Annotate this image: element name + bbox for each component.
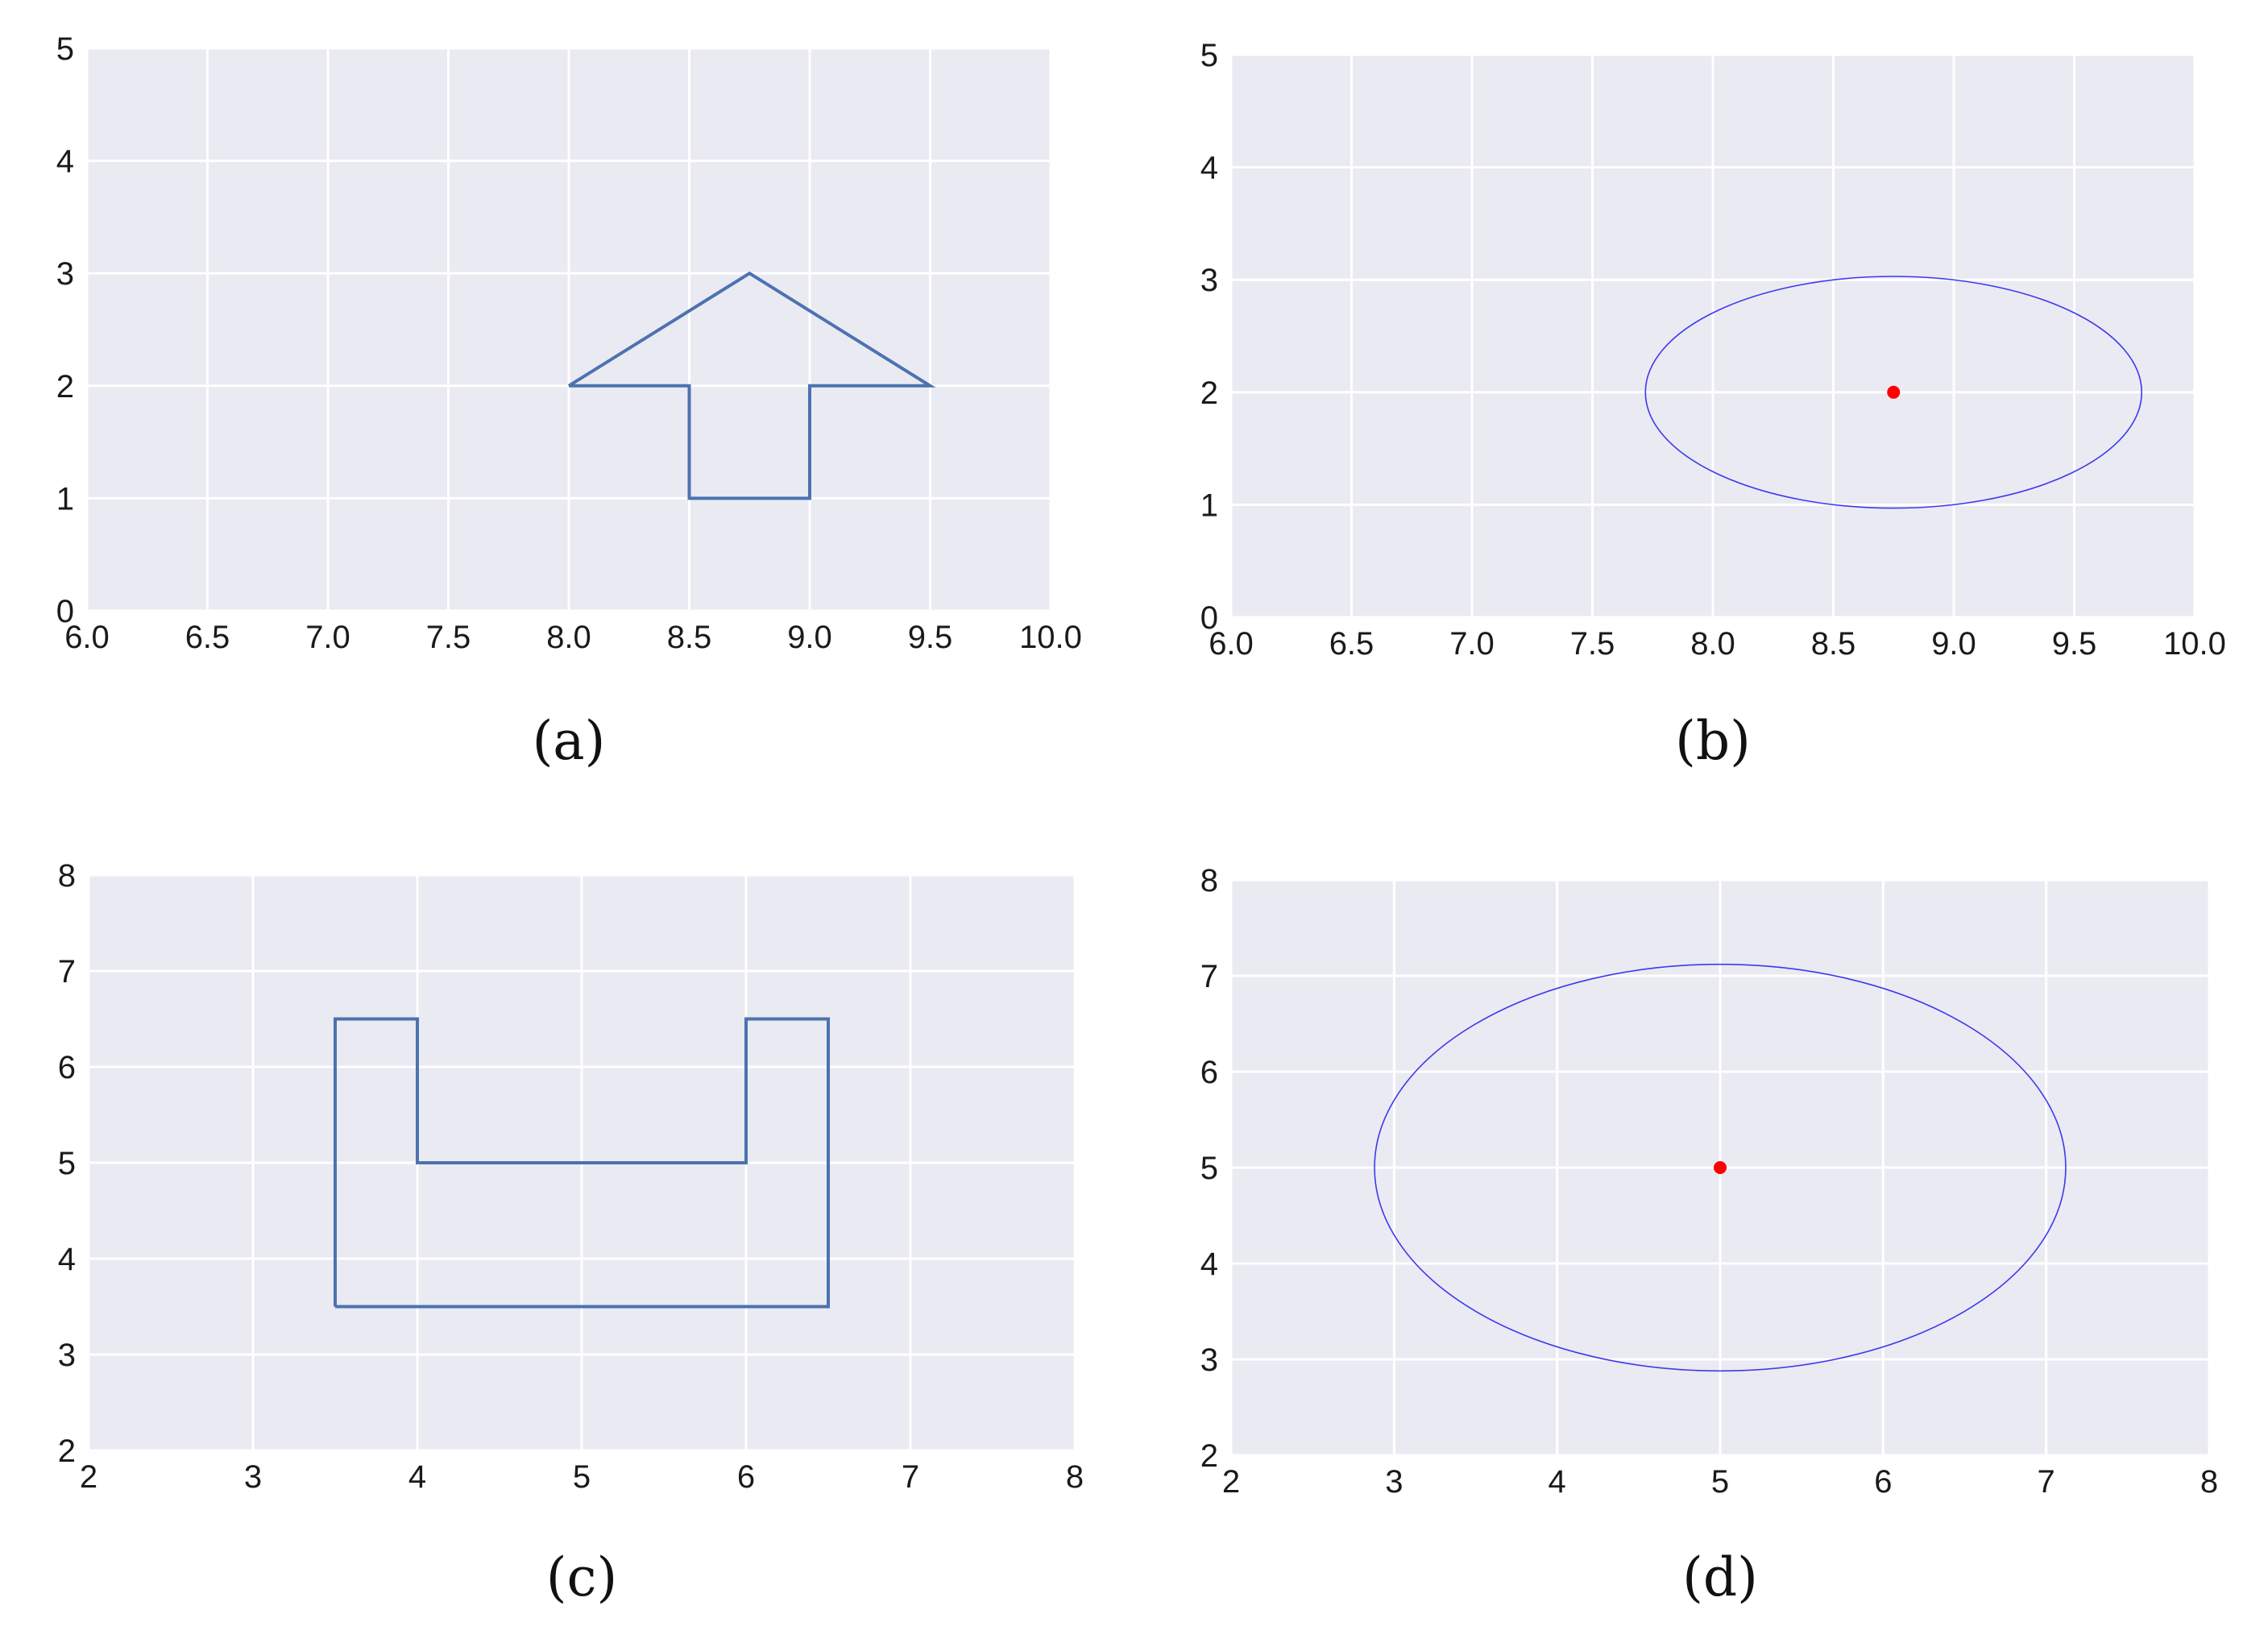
x-tick-label: 5 xyxy=(573,1459,591,1495)
x-tick-label: 3 xyxy=(244,1459,262,1495)
panel-d: 2 3 4 5 6 7 8 2 3 4 5 6 7 8 (d) xyxy=(1200,863,2218,1608)
x-tick-label: 9.0 xyxy=(1931,626,1976,662)
x-tick-label: 5 xyxy=(1711,1464,1729,1500)
panel-caption: (c) xyxy=(546,1546,617,1608)
x-tick-label: 4 xyxy=(1549,1464,1566,1500)
y-tick-label: 8 xyxy=(1200,863,1218,898)
x-tick-label: 7.5 xyxy=(1570,626,1615,662)
y-tick-label: 3 xyxy=(1200,1342,1218,1378)
y-tick-label: 0 xyxy=(1200,600,1218,636)
shape-outline xyxy=(567,271,936,500)
y-tick-label: 5 xyxy=(1200,38,1218,73)
x-tick-label: 7 xyxy=(2038,1464,2055,1500)
panel-c: 2 3 4 5 6 7 8 2 3 4 5 6 7 8 (c) xyxy=(58,858,1084,1608)
y-tick-label: 6 xyxy=(1200,1055,1218,1090)
x-tick-label: 9.5 xyxy=(908,620,953,655)
panel-caption: (b) xyxy=(1675,710,1751,772)
x-tick-label: 6.5 xyxy=(1329,626,1374,662)
x-tick-label: 9.0 xyxy=(787,620,832,655)
y-tick-label: 3 xyxy=(58,1338,76,1373)
y-tick-label: 2 xyxy=(1200,1438,1218,1474)
panel-caption: (d) xyxy=(1682,1546,1758,1608)
y-tick-label: 3 xyxy=(1200,263,1218,298)
x-tick-label: 7 xyxy=(902,1459,919,1495)
y-tick-label: 8 xyxy=(58,858,76,894)
x-tick-label: 9.5 xyxy=(2052,626,2097,662)
shape-outline xyxy=(334,1017,830,1309)
x-tick-label: 7.5 xyxy=(426,620,471,655)
fitted-ellipse xyxy=(1374,963,2067,1372)
y-tick-label: 4 xyxy=(1200,151,1218,186)
y-tick-label: 2 xyxy=(56,369,74,405)
y-tick-label: 3 xyxy=(56,256,74,292)
y-tick-label: 5 xyxy=(58,1146,76,1181)
y-tick-label: 7 xyxy=(58,954,76,990)
y-tick-label: 4 xyxy=(1200,1247,1218,1282)
x-tick-label: 6.0 xyxy=(1209,626,1254,662)
y-tick-label: 2 xyxy=(1200,376,1218,411)
y-tick-label: 5 xyxy=(56,31,74,67)
y-tick-label: 2 xyxy=(58,1434,76,1469)
x-tick-label: 7.0 xyxy=(305,620,350,655)
y-tick-label: 4 xyxy=(56,144,74,180)
y-tick-label: 4 xyxy=(58,1242,76,1277)
x-tick-label: 8.5 xyxy=(1811,626,1856,662)
x-tick-label: 8.5 xyxy=(667,620,712,655)
x-tick-label: 6 xyxy=(737,1459,755,1495)
x-tick-label: 4 xyxy=(408,1459,426,1495)
x-tick-label: 10.0 xyxy=(2163,626,2226,662)
x-tick-label: 7.0 xyxy=(1449,626,1495,662)
y-tick-label: 7 xyxy=(1200,959,1218,994)
x-tick-label: 10.0 xyxy=(1019,620,1082,655)
x-tick-label: 6 xyxy=(1874,1464,1892,1500)
fitted-ellipse xyxy=(1644,276,2143,509)
y-tick-label: 5 xyxy=(1200,1151,1218,1186)
x-tick-label: 8 xyxy=(2200,1464,2218,1500)
panel-a: 6.0 6.5 7.0 7.5 8.0 8.5 9.0 9.5 10.0 0 1 2 3 4 5 (a) xyxy=(56,31,1082,772)
centroid-point xyxy=(1714,1161,1727,1174)
y-tick-label: 6 xyxy=(58,1050,76,1085)
x-tick-label: 6.0 xyxy=(64,620,110,655)
x-tick-label: 8.0 xyxy=(1690,626,1735,662)
x-tick-label: 8.0 xyxy=(546,620,591,655)
x-tick-label: 6.5 xyxy=(185,620,230,655)
y-tick-label: 1 xyxy=(1200,488,1218,523)
panel-caption: (a) xyxy=(533,710,606,772)
x-tick-label: 3 xyxy=(1385,1464,1403,1500)
panel-b: 6.0 6.5 7.0 7.5 8.0 8.5 9.0 9.5 10.0 0 1 2 3 4 5 (b) xyxy=(1200,38,2226,772)
y-tick-label: 0 xyxy=(56,594,74,629)
x-tick-label: 8 xyxy=(1066,1459,1084,1495)
x-tick-label: 2 xyxy=(1222,1464,1240,1500)
x-tick-label: 2 xyxy=(80,1459,97,1495)
centroid-point xyxy=(1887,385,1901,399)
y-tick-label: 1 xyxy=(56,481,74,517)
